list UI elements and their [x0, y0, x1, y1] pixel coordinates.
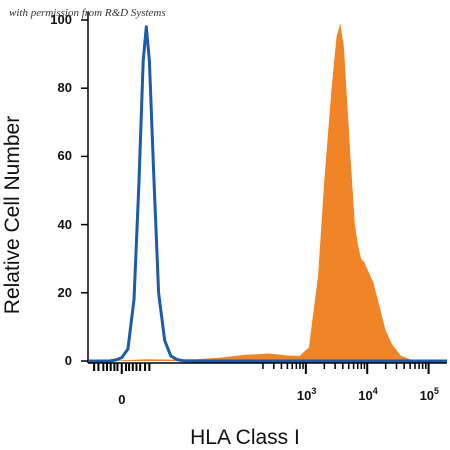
y-axis-label-container: Relative Cell Number	[1, 0, 24, 450]
x-tick-exponent: 5	[434, 386, 440, 396]
x-tick-label: 103	[297, 386, 316, 403]
stained-histogram-area	[103, 23, 441, 362]
y-tick-label: 100	[50, 12, 72, 27]
y-tick-label: 60	[57, 148, 72, 164]
x-tick-exponent: 3	[311, 386, 317, 396]
x-tick-base: 0	[118, 392, 126, 407]
y-tick-label: 0	[64, 353, 72, 368]
x-tick-label: 105	[420, 386, 439, 403]
y-tick-label: 20	[57, 284, 72, 300]
y-tick-label: 80	[57, 80, 72, 96]
y-tick-label: 40	[57, 216, 72, 232]
y-axis-label: Relative Cell Number	[1, 115, 24, 315]
x-tick-exponent: 4	[372, 386, 378, 396]
x-tick-base: 10	[358, 388, 373, 403]
x-tick-base: 10	[419, 388, 435, 403]
x-tick-base: 10	[296, 388, 312, 403]
permission-watermark: with permission from R&D Systems	[9, 7, 166, 19]
x-axis-label: HLA Class I	[190, 426, 300, 449]
x-axis-label-container: HLA Class I	[0, 426, 450, 450]
x-tick-label: 0	[118, 392, 125, 407]
x-tick-label: 104	[358, 386, 377, 403]
control-histogram-line	[89, 25, 447, 363]
